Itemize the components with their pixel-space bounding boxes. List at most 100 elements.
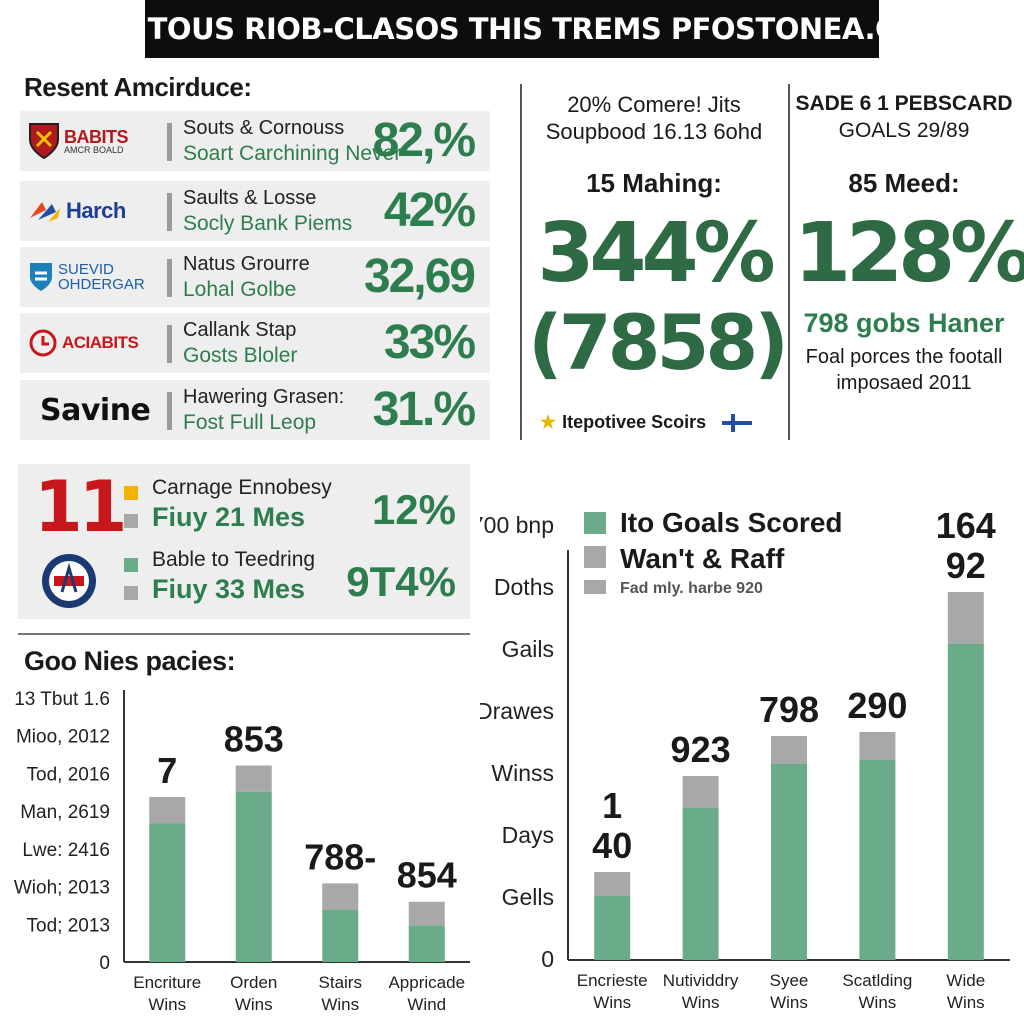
legend-label: Ito Goals Scored: [620, 507, 843, 538]
right-desc-line2: imposaed 2011: [836, 372, 972, 394]
row-label: Hawering Grasen:: [183, 386, 345, 408]
right-desc-line1: Foal porces the footall: [805, 346, 1003, 368]
bar-data-label: 788-: [304, 836, 376, 877]
y-tick-label: Tod; 2013: [27, 915, 110, 936]
right-green-line: 798 gobs Haner: [803, 308, 1005, 338]
star-icon: ★: [540, 412, 557, 432]
bar-data-label: 798: [759, 689, 819, 730]
row-label: Callank Stap: [183, 319, 297, 341]
team-logo: Savine: [40, 388, 175, 432]
panel-divider: [520, 84, 522, 440]
bar-segment-primary: [682, 808, 719, 960]
team-row: ACIABITS Callank Stap Gosts Bloler 33%: [20, 313, 490, 373]
row-value: 32,69: [363, 250, 476, 303]
row-value: 82,%: [372, 114, 476, 167]
row-divider: [167, 259, 172, 297]
standings-big-number: 11: [34, 466, 127, 548]
bar-segment-primary: [771, 764, 807, 960]
bar-segment-secondary: [594, 872, 631, 896]
y-tick-label: Gails: [502, 636, 554, 662]
bar-data-label: 1 40: [592, 785, 632, 866]
x-category-label: Nutividdry Wins: [663, 971, 739, 1012]
team-logo: Harch: [28, 189, 163, 233]
x-category-label: Encrieste Wins: [577, 971, 648, 1012]
left-chart-title: Goo Nies pacies:: [24, 646, 236, 676]
y-tick-label: Drawes: [480, 698, 554, 724]
team-logo-text: Savine: [40, 392, 151, 428]
x-category-label: Appricade Wind: [388, 973, 465, 1014]
bar-segment-secondary: [771, 736, 807, 764]
middle-big-value: 344%: [537, 206, 775, 301]
team-logo: ACIABITS: [28, 321, 163, 365]
legend-square-gray: [124, 586, 138, 600]
y-tick-label: Man, 2619: [20, 802, 110, 823]
team-logo: BABITS AMCR BOALD: [28, 119, 163, 163]
row-sublabel: Fost Full Leop: [183, 411, 317, 434]
row-label: Souts & Cornouss: [183, 117, 345, 139]
bar-segment-secondary: [235, 765, 272, 792]
circle-logo-icon: [29, 329, 57, 357]
row-value: 31.%: [372, 383, 476, 436]
bar-data-label: 923: [671, 729, 731, 770]
bar-segment-secondary: [859, 732, 896, 760]
team-logo-text: Harch: [66, 198, 126, 223]
team-logo-sub: OHDERGAR: [58, 276, 145, 293]
section-divider: [18, 633, 470, 635]
bar-data-label: 164 92: [936, 505, 996, 586]
standings-box: 11 Carnage Ennobesy Fiuy 21 Mes 12% Babl…: [18, 464, 470, 619]
bar-segment-primary: [859, 760, 896, 960]
middle-panel-subhead: 15 Mahing:: [586, 168, 722, 198]
team-logo: SUEVID OHDERGAR: [28, 255, 163, 299]
recent-section-title: Resent Amcirduce:: [24, 72, 252, 102]
x-category-label: Stairs Wins: [319, 973, 362, 1014]
row-divider: [167, 392, 172, 430]
club-crest-icon: [42, 554, 96, 608]
legend-square-yellow: [124, 486, 138, 500]
standings-row-label: Carnage Ennobesy: [152, 476, 332, 499]
right-panel-line1: SADE 6 1 PEBSCARD: [795, 92, 1013, 115]
y-tick-label: Doths: [494, 574, 554, 600]
team-logo-text: SUEVID: [58, 261, 114, 278]
y-tick-label: Tod, 2016: [27, 764, 110, 785]
right-big-value: 128%: [794, 206, 1024, 301]
y-tick-label: Mioo, 2012: [16, 727, 110, 748]
bar-segment-secondary: [149, 796, 186, 824]
shield-icon: [30, 263, 52, 291]
bar-segment-secondary: [947, 592, 984, 644]
right-bar-chart: 700 bnp Doths Gails Drawes Winss Days Gells 0 14…: [480, 505, 1010, 1012]
y-tick-label: Wioh; 2013: [14, 878, 110, 899]
page-title: HOW TOUS RIOB-CLASOS THIS TREMS PFOSTONE…: [59, 0, 966, 58]
row-value: 33%: [383, 316, 476, 369]
x-category-label: Scatlding Wins: [842, 971, 912, 1012]
row-sublabel: Socly Bank Piems: [183, 212, 353, 235]
bar-segment-primary: [408, 925, 445, 962]
right-panel-subhead: 85 Meed:: [848, 168, 960, 198]
standings-row-value: 9T4%: [346, 558, 456, 605]
middle-big-paren: (7858): [528, 298, 789, 387]
row-label: Saults & Losse: [183, 187, 317, 209]
standings-row-sub: Fiuy 33 Mes: [152, 574, 306, 604]
middle-footnote: ★ Itepotivee Scoirs: [540, 412, 753, 433]
y-tick-label: Lwe: 2416: [22, 840, 110, 861]
y-tick-label: 0: [99, 953, 110, 974]
y-tick-label: 0: [541, 946, 554, 972]
bar-data-label: 853: [224, 719, 284, 760]
bar-data-label: 290: [847, 685, 907, 726]
x-category-label: Orden Wins: [230, 973, 277, 1014]
legend-label: Wan't & Raff: [620, 543, 785, 574]
row-divider: [167, 325, 172, 363]
y-tick-label: Winss: [491, 760, 554, 786]
right-panel-line2: GOALS 29/89: [838, 119, 970, 142]
team-row: Harch Saults & Losse Socly Bank Piems 42…: [20, 181, 490, 241]
x-category-label: Wide Wins: [946, 971, 985, 1012]
legend-swatch-green: [584, 512, 606, 534]
team-row: SUEVID OHDERGAR Natus Grourre Lohal Golb…: [20, 247, 490, 307]
team-logo-text: BABITS: [64, 126, 129, 147]
middle-panel-line1: 20% Comere! Jits: [567, 92, 741, 117]
team-logo-text: ACIABITS: [62, 333, 139, 352]
bar-segment-primary: [235, 791, 272, 962]
y-tick-label: Days: [502, 822, 554, 848]
bar-data-label: 854: [397, 855, 457, 896]
y-tick-label: 700 bnp: [480, 512, 554, 538]
bar-segment-secondary: [322, 883, 359, 910]
